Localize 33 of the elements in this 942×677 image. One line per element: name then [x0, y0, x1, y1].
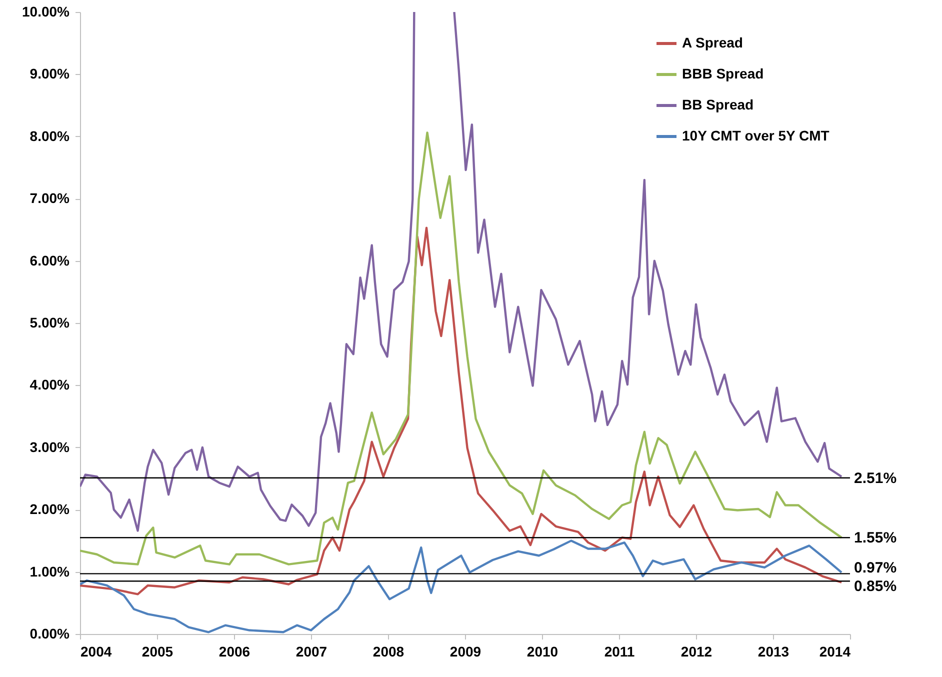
x-tick-label: 2011	[604, 644, 635, 660]
y-tick-label: 7.00%	[30, 190, 70, 206]
ref-line-label: 1.55%	[854, 530, 897, 547]
x-tick-label: 2009	[450, 644, 482, 660]
line-series	[80, 540, 843, 634]
y-tick-label: 2.00%	[30, 501, 70, 518]
y-tick-label: 5.00%	[30, 314, 70, 330]
x-tick-label: 2008	[372, 644, 404, 660]
y-tick-label: 1.00%	[30, 563, 70, 580]
legend-label: BB Spread	[682, 96, 754, 112]
y-tick-label: 0.00%	[30, 626, 70, 642]
x-tick-label: 2012	[680, 644, 712, 660]
x-tick-label: 2005	[142, 644, 174, 660]
x-tick-label: 2007	[296, 644, 328, 660]
y-tick-label: 9.00%	[30, 66, 70, 82]
ref-line-label: 2.51%	[854, 470, 897, 487]
ref-line-label: 0.97%	[854, 560, 897, 577]
y-tick-label: 10.00%	[22, 4, 70, 20]
legend-label: BBB Spread	[682, 66, 764, 82]
y-tick-label: 3.00%	[30, 438, 70, 455]
y-tick-label: 8.00%	[30, 128, 70, 144]
legend-label: 10Y CMT over 5Y CMT	[682, 128, 830, 144]
x-tick-label: 2004	[80, 644, 112, 660]
x-tick-label: 2014	[819, 644, 851, 660]
y-tick-label: 4.00%	[30, 376, 70, 393]
x-tick-label: 2006	[218, 644, 250, 660]
ref-line-label: 0.85%	[854, 578, 897, 596]
y-tick-label: 6.00%	[30, 252, 70, 268]
x-tick-label: 2013	[758, 644, 790, 660]
x-tick-label: 2010	[526, 644, 558, 660]
line-series	[80, 226, 843, 596]
line-series	[80, 132, 843, 566]
legend-label: A Spread	[682, 34, 743, 50]
